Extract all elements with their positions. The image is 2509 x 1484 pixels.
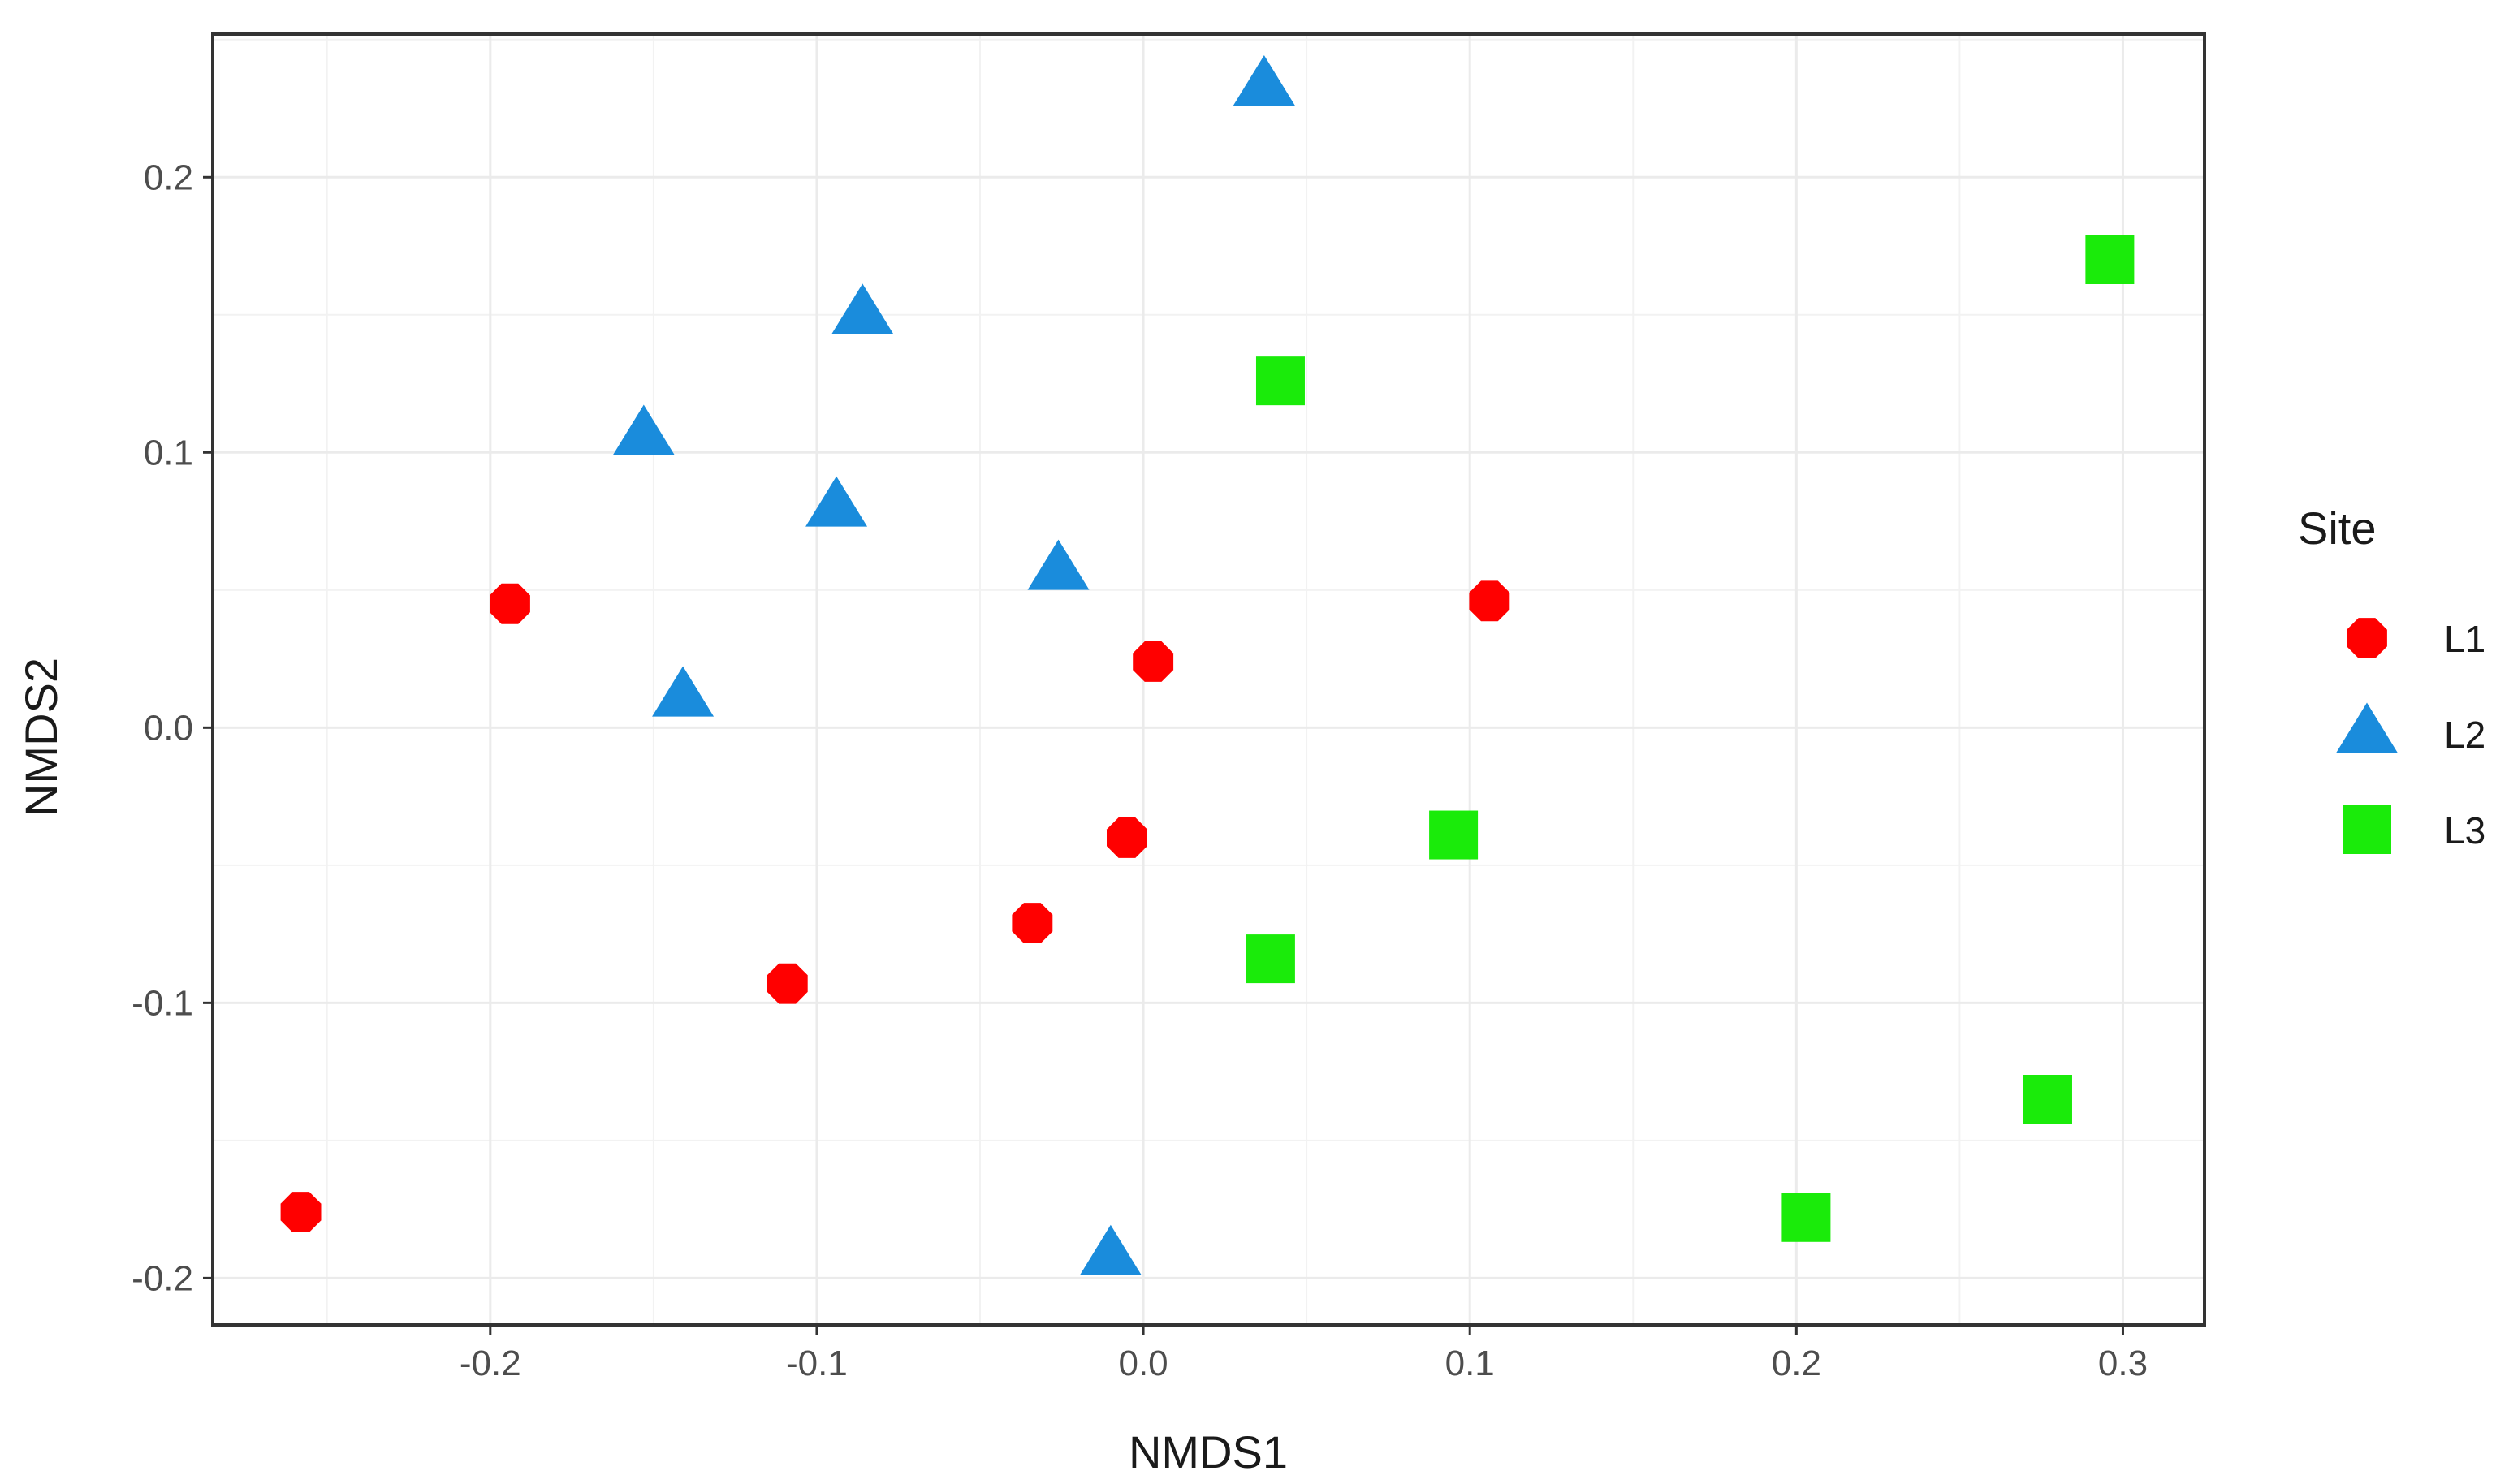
y-tick-label: 0.2 — [144, 157, 193, 197]
x-tick-label: 0.1 — [1445, 1344, 1495, 1383]
legend-label: L1 — [2444, 618, 2485, 660]
circle-legend-key — [2347, 618, 2387, 658]
point-l3 — [1246, 934, 1295, 984]
point-l2 — [612, 404, 675, 455]
legend-item-l3: L3 — [2343, 805, 2485, 854]
point-l2 — [1233, 54, 1295, 106]
point-l3 — [1781, 1193, 1831, 1242]
x-tick-label: -0.1 — [786, 1344, 848, 1383]
point-l1 — [1133, 641, 1174, 682]
point-l3 — [2085, 235, 2135, 284]
point-l1 — [490, 583, 530, 624]
x-tick-label: -0.2 — [460, 1344, 521, 1383]
point-l1 — [767, 963, 808, 1004]
y-tick-label: 0.0 — [144, 708, 193, 748]
y-tick-label: -0.1 — [132, 983, 193, 1023]
axis-ticks: -0.2 -0.1 0.0 0.1 0.2 0.3 0.2 0.1 0.0 -0.1 -0.2 — [132, 157, 2148, 1383]
legend-label: L2 — [2444, 714, 2485, 756]
legend-item-l2: L2 — [2336, 702, 2485, 756]
point-l1 — [1469, 580, 1510, 622]
x-tick-label: 0.2 — [1772, 1344, 1821, 1383]
point-l1 — [280, 1192, 322, 1232]
point-l1 — [1107, 817, 1147, 858]
legend-label: L3 — [2444, 809, 2485, 852]
point-l3 — [2023, 1075, 2072, 1124]
point-l2 — [1079, 1224, 1142, 1275]
point-l2 — [652, 666, 715, 717]
x-axis-title: NMDS1 — [1129, 1426, 1288, 1478]
y-axis-title: NMDS2 — [15, 658, 67, 817]
legend-item-l1: L1 — [2347, 618, 2485, 660]
triangle-legend-key — [2336, 702, 2398, 753]
point-l2 — [1027, 539, 1090, 590]
y-tick-label: -0.2 — [132, 1258, 193, 1298]
x-tick-label: 0.3 — [2098, 1344, 2148, 1383]
point-l3 — [1429, 810, 1479, 860]
square-legend-key — [2343, 805, 2391, 854]
x-tick-label: 0.0 — [1118, 1344, 1168, 1383]
point-l1 — [1012, 903, 1053, 943]
point-l2 — [805, 476, 868, 527]
point-l2 — [831, 283, 894, 334]
y-tick-label: 0.1 — [144, 433, 193, 472]
legend-title: Site — [2298, 503, 2377, 554]
legend: Site L1 L2 L3 — [2298, 503, 2485, 854]
panel-border — [211, 32, 2206, 1327]
data-points — [280, 54, 2135, 1275]
point-l3 — [1255, 356, 1305, 406]
